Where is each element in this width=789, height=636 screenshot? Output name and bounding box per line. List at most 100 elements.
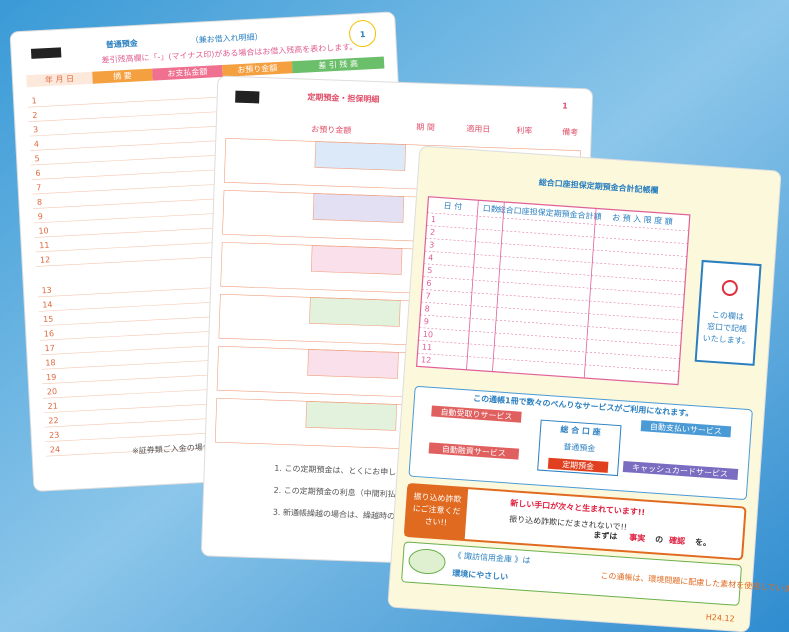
header: 備考 (562, 127, 578, 138)
header: 利率 (516, 125, 532, 136)
header: 期 間 (416, 122, 435, 132)
fraud-tail: を。 (695, 538, 712, 548)
entry-box (310, 245, 403, 275)
row-number: 3 (429, 240, 435, 249)
fraud-side (404, 484, 469, 541)
entry-box (305, 400, 397, 431)
column-line (492, 201, 505, 372)
row-number: 7 (425, 291, 431, 300)
row-number: 17 (44, 344, 55, 354)
side-note: この欄は (712, 309, 745, 321)
header: 日 付 (443, 200, 462, 211)
fraud-tail: 事実 (629, 532, 646, 543)
row-number: 2 (32, 111, 38, 120)
tag (622, 460, 739, 480)
header: 年 月 日 (45, 73, 75, 85)
tag (428, 442, 520, 460)
page-number: 1 (360, 30, 366, 39)
row-number: 7 (36, 183, 42, 192)
row-number: 14 (42, 300, 53, 310)
center-item: 普通預金 (563, 441, 596, 453)
column-line (466, 200, 479, 370)
row-number: 4 (34, 140, 40, 149)
row-number: 5 (34, 154, 40, 163)
note: 2. この定期預金の利息（中間利払 (273, 485, 395, 499)
column-line (583, 208, 597, 379)
row-number: 9 (37, 212, 43, 221)
card-summary: 総合口座担保定期預金合計記帳欄 日 付口数総合口座担保定期預金合計額お 預 入 … (387, 146, 789, 633)
service: 自動融資サービス (442, 444, 507, 458)
date: H24.12 (706, 613, 735, 624)
row-number: 10 (423, 330, 434, 340)
row-number: 2 (430, 228, 436, 237)
fraud-box (404, 483, 747, 561)
row-number: 6 (35, 169, 41, 178)
subtitle: （兼お借入れ明細） (190, 31, 262, 45)
row-number: 20 (47, 387, 58, 397)
fraud-left: 振り込め詐欺 (413, 491, 462, 504)
row-number: 1 (431, 215, 437, 224)
row-number: 22 (48, 416, 59, 426)
table (415, 196, 691, 386)
header-cell (92, 68, 153, 84)
row-number: 6 (426, 279, 432, 288)
fraud-left: にご注意くだ (412, 503, 460, 516)
header-cell (26, 71, 93, 88)
row-number: 21 (47, 402, 58, 412)
header: 差 引 残 高 (318, 58, 358, 70)
row-number: 18 (45, 358, 56, 368)
fraud-tail: まずは (593, 530, 618, 542)
row-number: 11 (39, 241, 50, 251)
header: お支払金額 (167, 66, 207, 78)
row-number: 8 (424, 304, 430, 313)
tag (431, 405, 522, 423)
eco-box (401, 541, 742, 606)
fraud-tail: 確認 (669, 535, 686, 546)
header: お預り金額 (311, 124, 351, 135)
header: お預り金額 (237, 63, 277, 75)
row-number: 12 (421, 355, 432, 365)
row-number: 5 (427, 266, 433, 275)
row-number: 16 (44, 329, 55, 339)
center-title: 総 合 口 座 (560, 424, 601, 437)
header: 適用日 (466, 123, 490, 134)
side-note: いたします。 (702, 334, 750, 346)
eco-slogan: 環境にやさしい (452, 568, 509, 582)
side-box (694, 259, 762, 366)
title: 普通預金 (106, 38, 139, 50)
header-cell (291, 56, 385, 74)
header: 摘 要 (113, 70, 132, 81)
title: 定期預金・担保明細 (306, 92, 379, 105)
row-number: 13 (41, 286, 52, 296)
row-number: 3 (33, 125, 39, 134)
row-number: 1 (31, 96, 37, 105)
tag (547, 457, 609, 473)
note: 1. この定期預金は、とくにお申し出 (274, 463, 404, 478)
row-number: 4 (428, 253, 434, 262)
fraud-left: さい!! (424, 517, 447, 528)
row-number: 11 (422, 343, 433, 353)
header: 口数 (482, 203, 499, 214)
entry-box (309, 297, 401, 327)
barcode (235, 90, 260, 104)
center-item: 定期預金 (562, 459, 595, 471)
row-number: 12 (40, 255, 51, 265)
fraud-tail: の (655, 535, 664, 545)
header-cell (152, 64, 223, 81)
row-number: 9 (423, 317, 429, 326)
header-cell (222, 61, 293, 77)
entry-box (307, 349, 399, 379)
page-number: 1 (562, 102, 568, 111)
row-number: 8 (37, 198, 43, 207)
row-number: 15 (43, 315, 54, 325)
row-number: 10 (38, 226, 49, 236)
header: お 預 入 限 度 額 (612, 212, 673, 226)
side-note: 窓口で記帳 (707, 321, 748, 334)
tag (640, 420, 732, 438)
eco-icon (408, 548, 446, 575)
note: 3. 新通帳繰越の場合は、繰越時の (273, 507, 395, 521)
page-badge (349, 20, 377, 48)
entry-box (312, 193, 405, 223)
